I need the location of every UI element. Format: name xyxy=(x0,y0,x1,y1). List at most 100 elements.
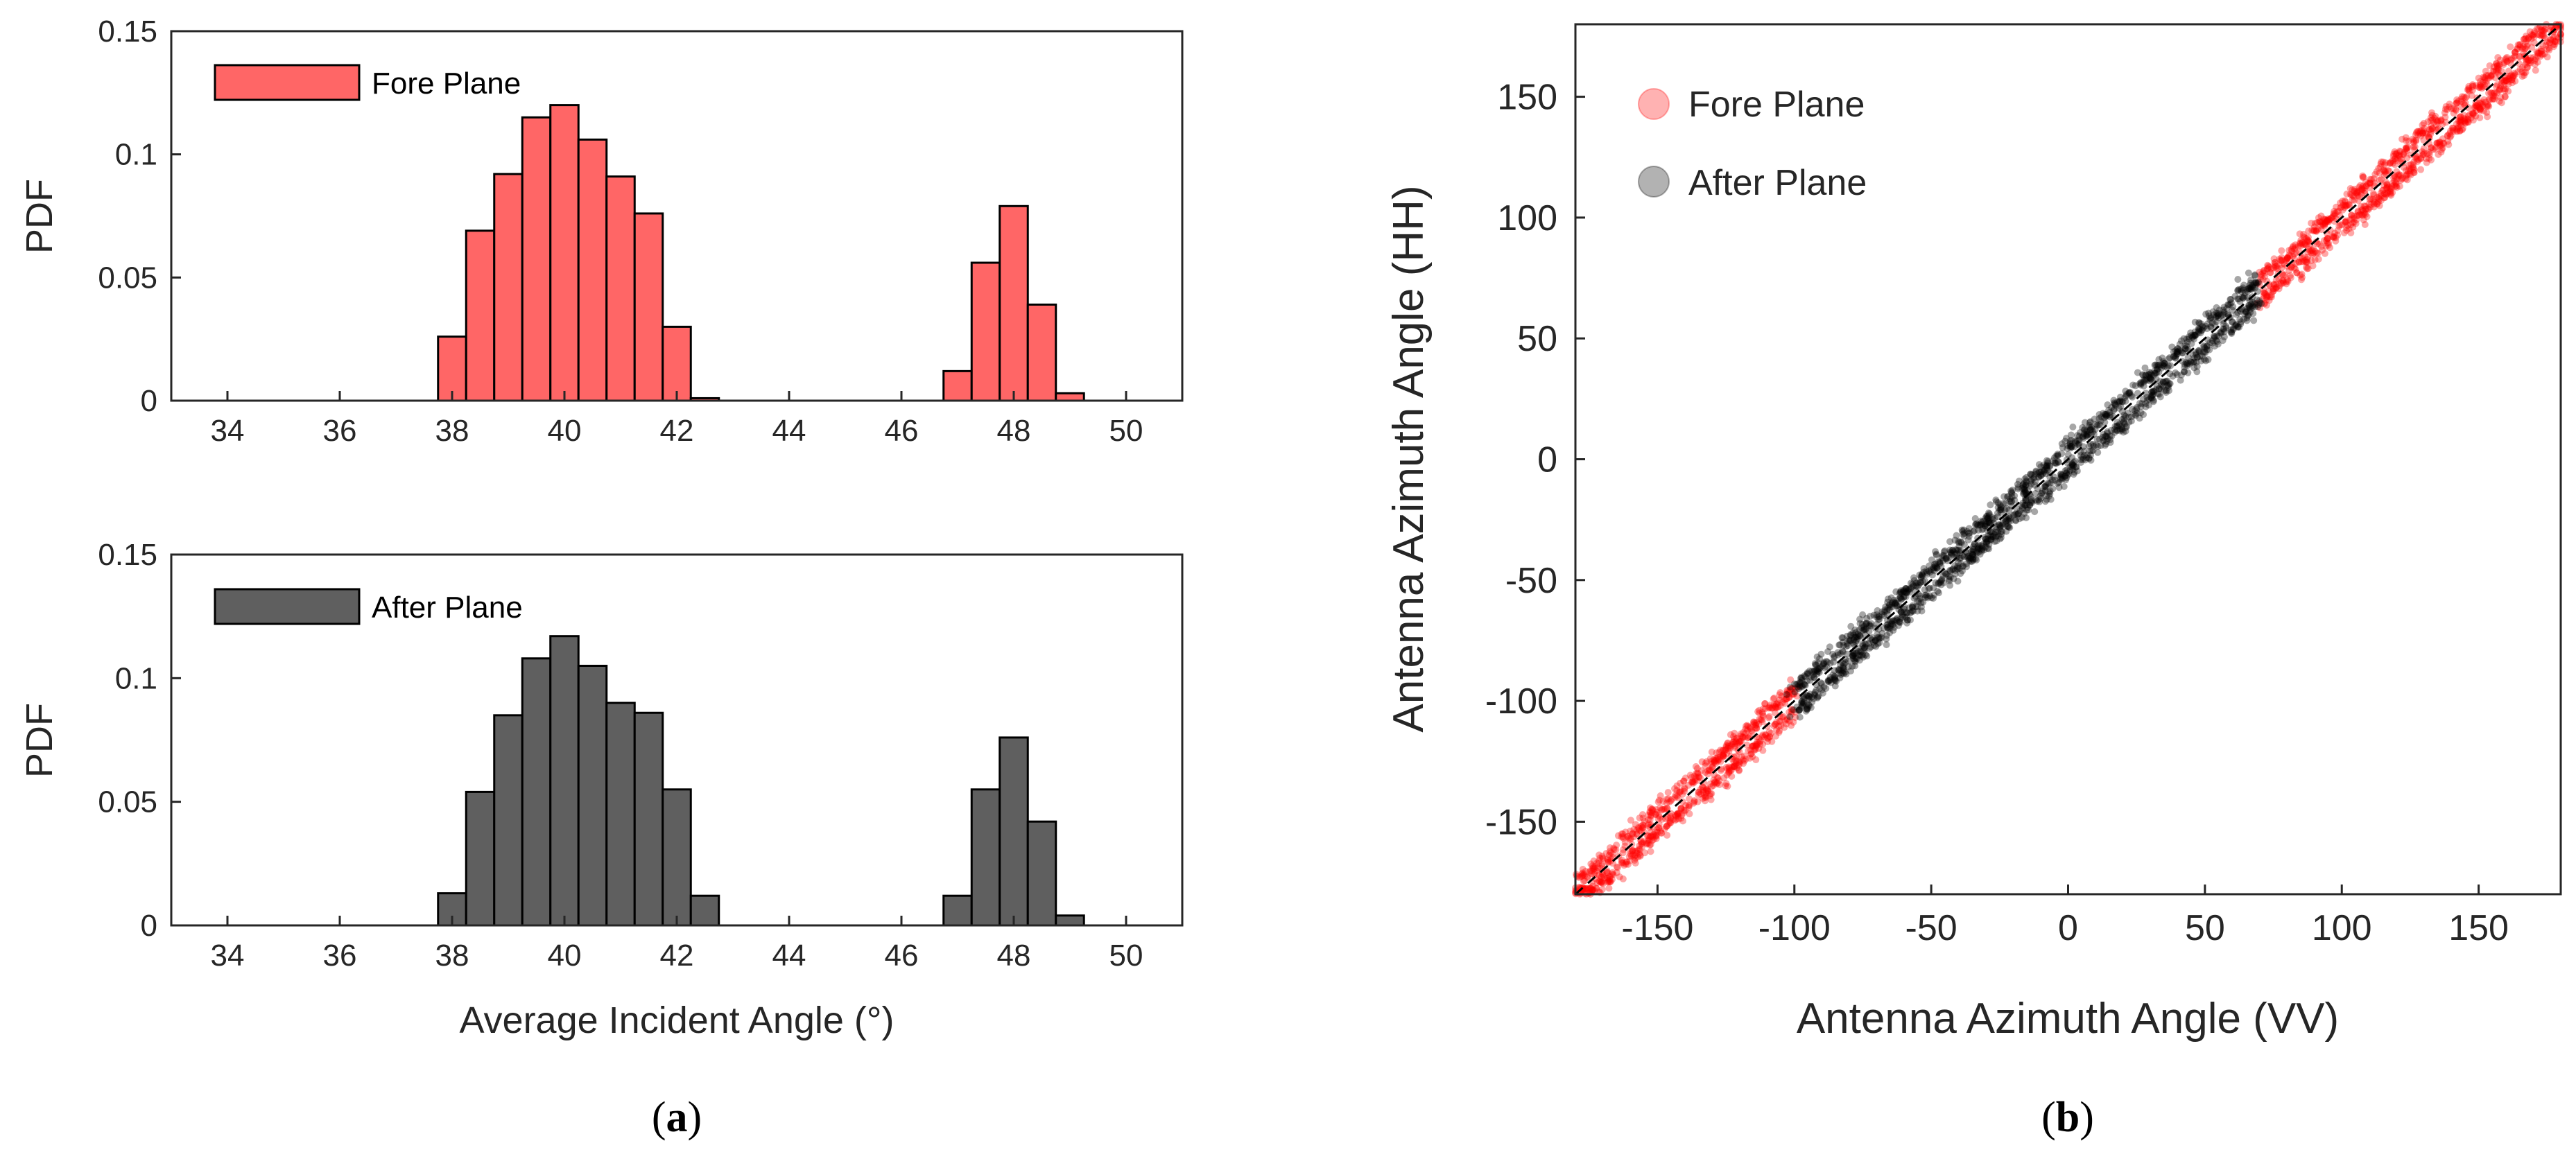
scatter-point xyxy=(1667,819,1675,827)
scatter-point xyxy=(1725,743,1733,751)
scatter-point xyxy=(2298,240,2306,247)
scatter-point xyxy=(2485,103,2493,110)
scatter-point xyxy=(2341,201,2349,209)
y-tick-label: 50 xyxy=(1517,319,1557,359)
scatter-point xyxy=(2391,172,2398,180)
scatter-point xyxy=(1625,853,1633,860)
scatter-point xyxy=(2508,76,2516,84)
scatter-point xyxy=(2359,172,2367,180)
scatter-point xyxy=(1649,833,1657,841)
scatter-point xyxy=(2331,218,2338,225)
scatter-point xyxy=(2526,28,2534,35)
scatter-point xyxy=(1730,758,1738,766)
scatter-point xyxy=(1646,841,1654,848)
scatter-point xyxy=(1658,806,1666,814)
histogram-bar-42 xyxy=(662,788,692,927)
scatter-point xyxy=(1883,621,1891,629)
scatter-point xyxy=(2032,468,2040,476)
scatter-point xyxy=(1771,709,1779,717)
scatter-point xyxy=(1587,860,1595,868)
scatter-point xyxy=(2393,175,2401,182)
scatter-point xyxy=(1679,817,1686,825)
scatter-point xyxy=(2531,60,2539,68)
scatter-point xyxy=(1708,760,1715,768)
scatter-point xyxy=(1725,768,1733,776)
scatter-point xyxy=(1747,725,1754,733)
scatter-point xyxy=(2498,79,2505,87)
scatter-point xyxy=(1579,871,1587,879)
scatter-point xyxy=(1792,686,1800,693)
scatter-point xyxy=(1706,766,1713,774)
scatter-point xyxy=(2396,153,2404,160)
scatter-point xyxy=(1654,828,1661,836)
scatter-point xyxy=(2473,107,2480,114)
scatter-point xyxy=(2298,270,2306,278)
scatter-point xyxy=(1664,814,1672,821)
scatter-point xyxy=(1722,744,1730,751)
scatter-point xyxy=(1777,717,1784,725)
y-axis-label: PDF xyxy=(19,703,60,778)
scatter-point xyxy=(2383,191,2390,198)
scatter-point xyxy=(1743,722,1750,730)
scatter-point xyxy=(2083,454,2091,462)
scatter-point xyxy=(1730,763,1738,770)
scatter-point xyxy=(2393,184,2401,191)
scatter-point xyxy=(2521,71,2528,79)
scatter-point xyxy=(2367,203,2374,211)
scatter-point xyxy=(2035,461,2043,469)
scatter-point xyxy=(2313,238,2320,245)
scatter-point xyxy=(1761,705,1769,713)
scatter-point xyxy=(2320,236,2328,244)
scatter-point xyxy=(1975,548,1982,556)
scatter-point xyxy=(2437,116,2445,123)
scatter-point xyxy=(1757,715,1765,723)
scatter-point xyxy=(1702,792,1710,800)
scatter-point xyxy=(1603,874,1611,882)
scatter-point xyxy=(2312,227,2319,235)
scatter-point xyxy=(2465,86,2473,94)
scatter-point xyxy=(2455,117,2462,125)
scatter-point xyxy=(2261,289,2268,297)
scatter-point xyxy=(2376,163,2384,171)
scatter-point xyxy=(2207,322,2215,330)
scatter-point xyxy=(2490,92,2498,100)
scatter-point xyxy=(2505,80,2512,88)
scatter-point xyxy=(1851,662,1859,670)
scatter-point xyxy=(2383,184,2391,191)
scatter-point xyxy=(1610,846,1618,853)
scatter-point xyxy=(2537,32,2545,40)
x-tick-label: 44 xyxy=(772,939,806,973)
scatter-point xyxy=(2457,95,2465,103)
scatter-point xyxy=(2469,109,2476,116)
scatter-point xyxy=(2491,95,2498,103)
scatter-point xyxy=(1590,863,1598,871)
scatter-point xyxy=(2265,288,2272,295)
scatter-point xyxy=(1790,718,1797,726)
scatter-point xyxy=(2332,237,2340,245)
scatter-point xyxy=(1759,740,1767,748)
scatter-point xyxy=(2380,167,2387,175)
scatter-point xyxy=(1991,531,1998,539)
scatter-point xyxy=(2502,85,2509,93)
scatter-point xyxy=(2412,153,2420,161)
scatter-point xyxy=(2493,62,2501,69)
scatter-point xyxy=(2471,104,2478,112)
scatter-point xyxy=(1645,833,1652,840)
scatter-point xyxy=(1695,788,1703,796)
scatter-point xyxy=(2264,265,2272,272)
scatter-point xyxy=(2476,82,2484,89)
scatter-point xyxy=(2331,229,2339,237)
scatter-point xyxy=(1755,735,1763,742)
scatter-point xyxy=(2349,219,2356,227)
scatter-point xyxy=(2299,238,2306,246)
scatter-point xyxy=(1786,693,1793,701)
scatter-point xyxy=(2353,216,2360,224)
scatter-point xyxy=(1604,878,1611,886)
scatter-point xyxy=(2270,264,2278,272)
scatter-point xyxy=(2321,220,2328,227)
scatter-point xyxy=(2275,285,2283,293)
scatter-point xyxy=(2360,173,2367,181)
scatter-point xyxy=(2348,191,2355,199)
scatter-point xyxy=(2330,234,2337,241)
scatter-point xyxy=(2482,77,2490,85)
